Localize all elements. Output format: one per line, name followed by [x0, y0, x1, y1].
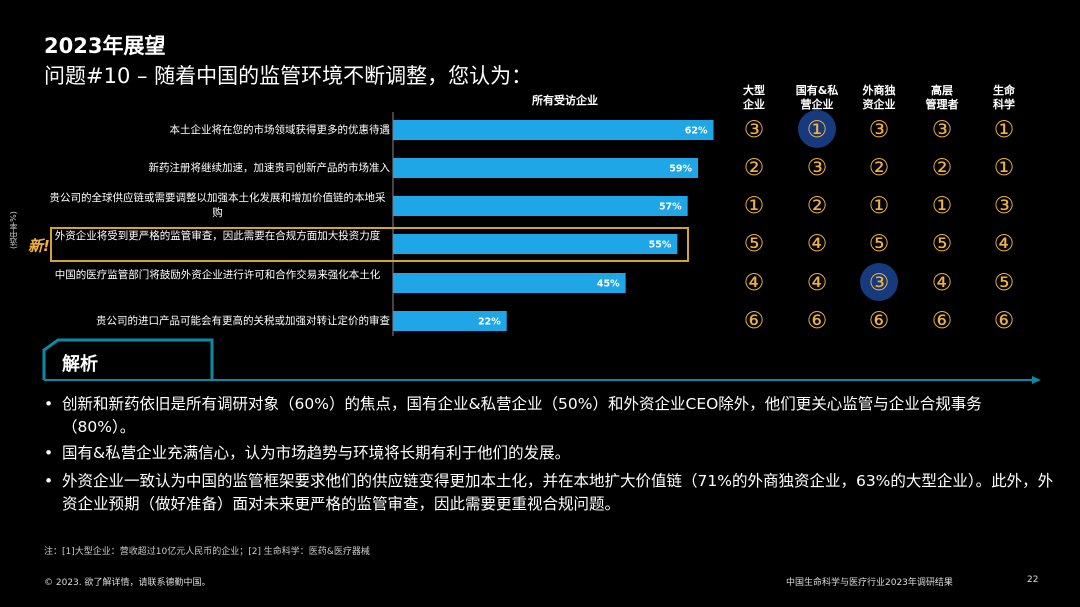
rank-highlighted: ① — [797, 110, 837, 148]
bullet-dot-icon: • — [44, 444, 54, 462]
bar — [393, 196, 688, 216]
segment-header: 大型 企业 — [743, 84, 765, 111]
bar — [393, 273, 626, 293]
bar-value-label: 57% — [659, 202, 682, 213]
bar — [393, 234, 678, 254]
rank-value: ③ — [993, 193, 1015, 219]
copyright: © 2023. 欲了解详情，请联系德勤中国。 — [44, 578, 211, 588]
rank-value: ⑤ — [931, 231, 953, 257]
rank-value: ④ — [931, 270, 953, 296]
category-label: 贵公司的进口产品可能会有更高的关税或加强对转让定价的审查 — [96, 314, 390, 327]
category-label: 本土企业将在您的市场领域获得更多的优惠待遇 — [169, 123, 391, 136]
category-label: 新药注册将继续加速，加速贵司创新产品的市场准入 — [148, 161, 391, 174]
rank-value: ① — [993, 117, 1015, 143]
segment-header: 外商独 资企业 — [862, 84, 896, 111]
rank-value: ⑥ — [806, 308, 828, 334]
rank-value: ② — [931, 155, 953, 181]
rank-value: ③ — [931, 117, 953, 143]
analysis-bullet: • 国有&私营企业充满信心，认为市场趋势与环境将长期有利于他们的发展。 — [44, 442, 1054, 465]
rank-value: ⑥ — [993, 308, 1015, 334]
new-badge: 新! — [28, 237, 50, 255]
analysis-bullet: • 创新和新药依旧是所有调研对象（60%）的焦点，国有企业&私营企业（50%）和… — [44, 395, 982, 436]
rank-value: ③ — [806, 155, 828, 181]
rank-value: ③ — [868, 117, 890, 143]
rank-value: ⑤ — [868, 231, 890, 257]
category-label: 贵公司的全球供应链或需要调整以加强本土化发展和增加价值链的本地采购 — [49, 192, 386, 219]
rank-highlighted: ③ — [859, 263, 899, 301]
segment-header: 国有&私 营企业 — [795, 84, 839, 111]
footnote: 注：[1]大型企业：营收超过10亿元人民币的企业；[2] 生命科学：医药&医疗器… — [44, 547, 370, 557]
bar — [393, 120, 714, 140]
segment-header: 高层 管理者 — [925, 84, 959, 111]
rank-value: ② — [743, 155, 765, 181]
rank-value: ⑥ — [868, 308, 890, 334]
question-subtitle: 问题#10 – 随着中国的监管环境不断调整，您认为： — [44, 64, 533, 88]
analysis-title: 解析 — [62, 354, 98, 375]
category-label: 外资企业将受到更严格的监管审查，因此需要在合规方面加大投资力度 — [54, 230, 381, 242]
bullet-dot-icon: • — [44, 472, 54, 490]
page-number: 22 — [1027, 575, 1039, 585]
bar-value-label: 62% — [685, 126, 708, 137]
rank-value: ③ — [743, 117, 765, 143]
rank-value: ① — [931, 193, 953, 219]
chart-series-header: 所有受访企业 — [532, 94, 598, 107]
category-label: 中国的医疗监管部门将鼓励外资企业进行许可和合作交易来强化本土化 — [54, 269, 381, 281]
rank-value: ④ — [743, 270, 765, 296]
segment-header: 生命 科学 — [993, 84, 1015, 111]
bullet-dot-icon: • — [44, 395, 54, 413]
rank-value: ④ — [993, 231, 1015, 257]
rank-value: ⑤ — [993, 270, 1015, 296]
bar — [393, 311, 507, 331]
rank-value: ② — [806, 193, 828, 219]
rank-value: ① — [993, 155, 1015, 181]
footer-report-title: 中国生命科学与医疗行业2023年调研结果 — [786, 578, 953, 588]
rank-value: ⑤ — [743, 231, 765, 257]
rank-value: ① — [868, 193, 890, 219]
bar-value-label: 22% — [478, 317, 501, 328]
new-item-highlight-box — [50, 227, 689, 262]
bar-value-label: 59% — [669, 164, 692, 175]
analysis-bullet: • 外资企业一致认为中国的监管框架要求他们的供应链变得更加本土化，并在本地扩大价… — [44, 472, 1054, 513]
bar — [393, 158, 699, 178]
rank-value: ⑥ — [743, 308, 765, 334]
bar-value-label: 55% — [649, 240, 672, 251]
rank-value: ⑥ — [931, 308, 953, 334]
page-title: 2023年展望 — [44, 34, 166, 58]
rank-value: ② — [868, 155, 890, 181]
rank-value: ④ — [806, 231, 828, 257]
rank-value: ① — [743, 193, 765, 219]
bar-value-label: 45% — [597, 279, 620, 290]
rank-value: ④ — [806, 270, 828, 296]
